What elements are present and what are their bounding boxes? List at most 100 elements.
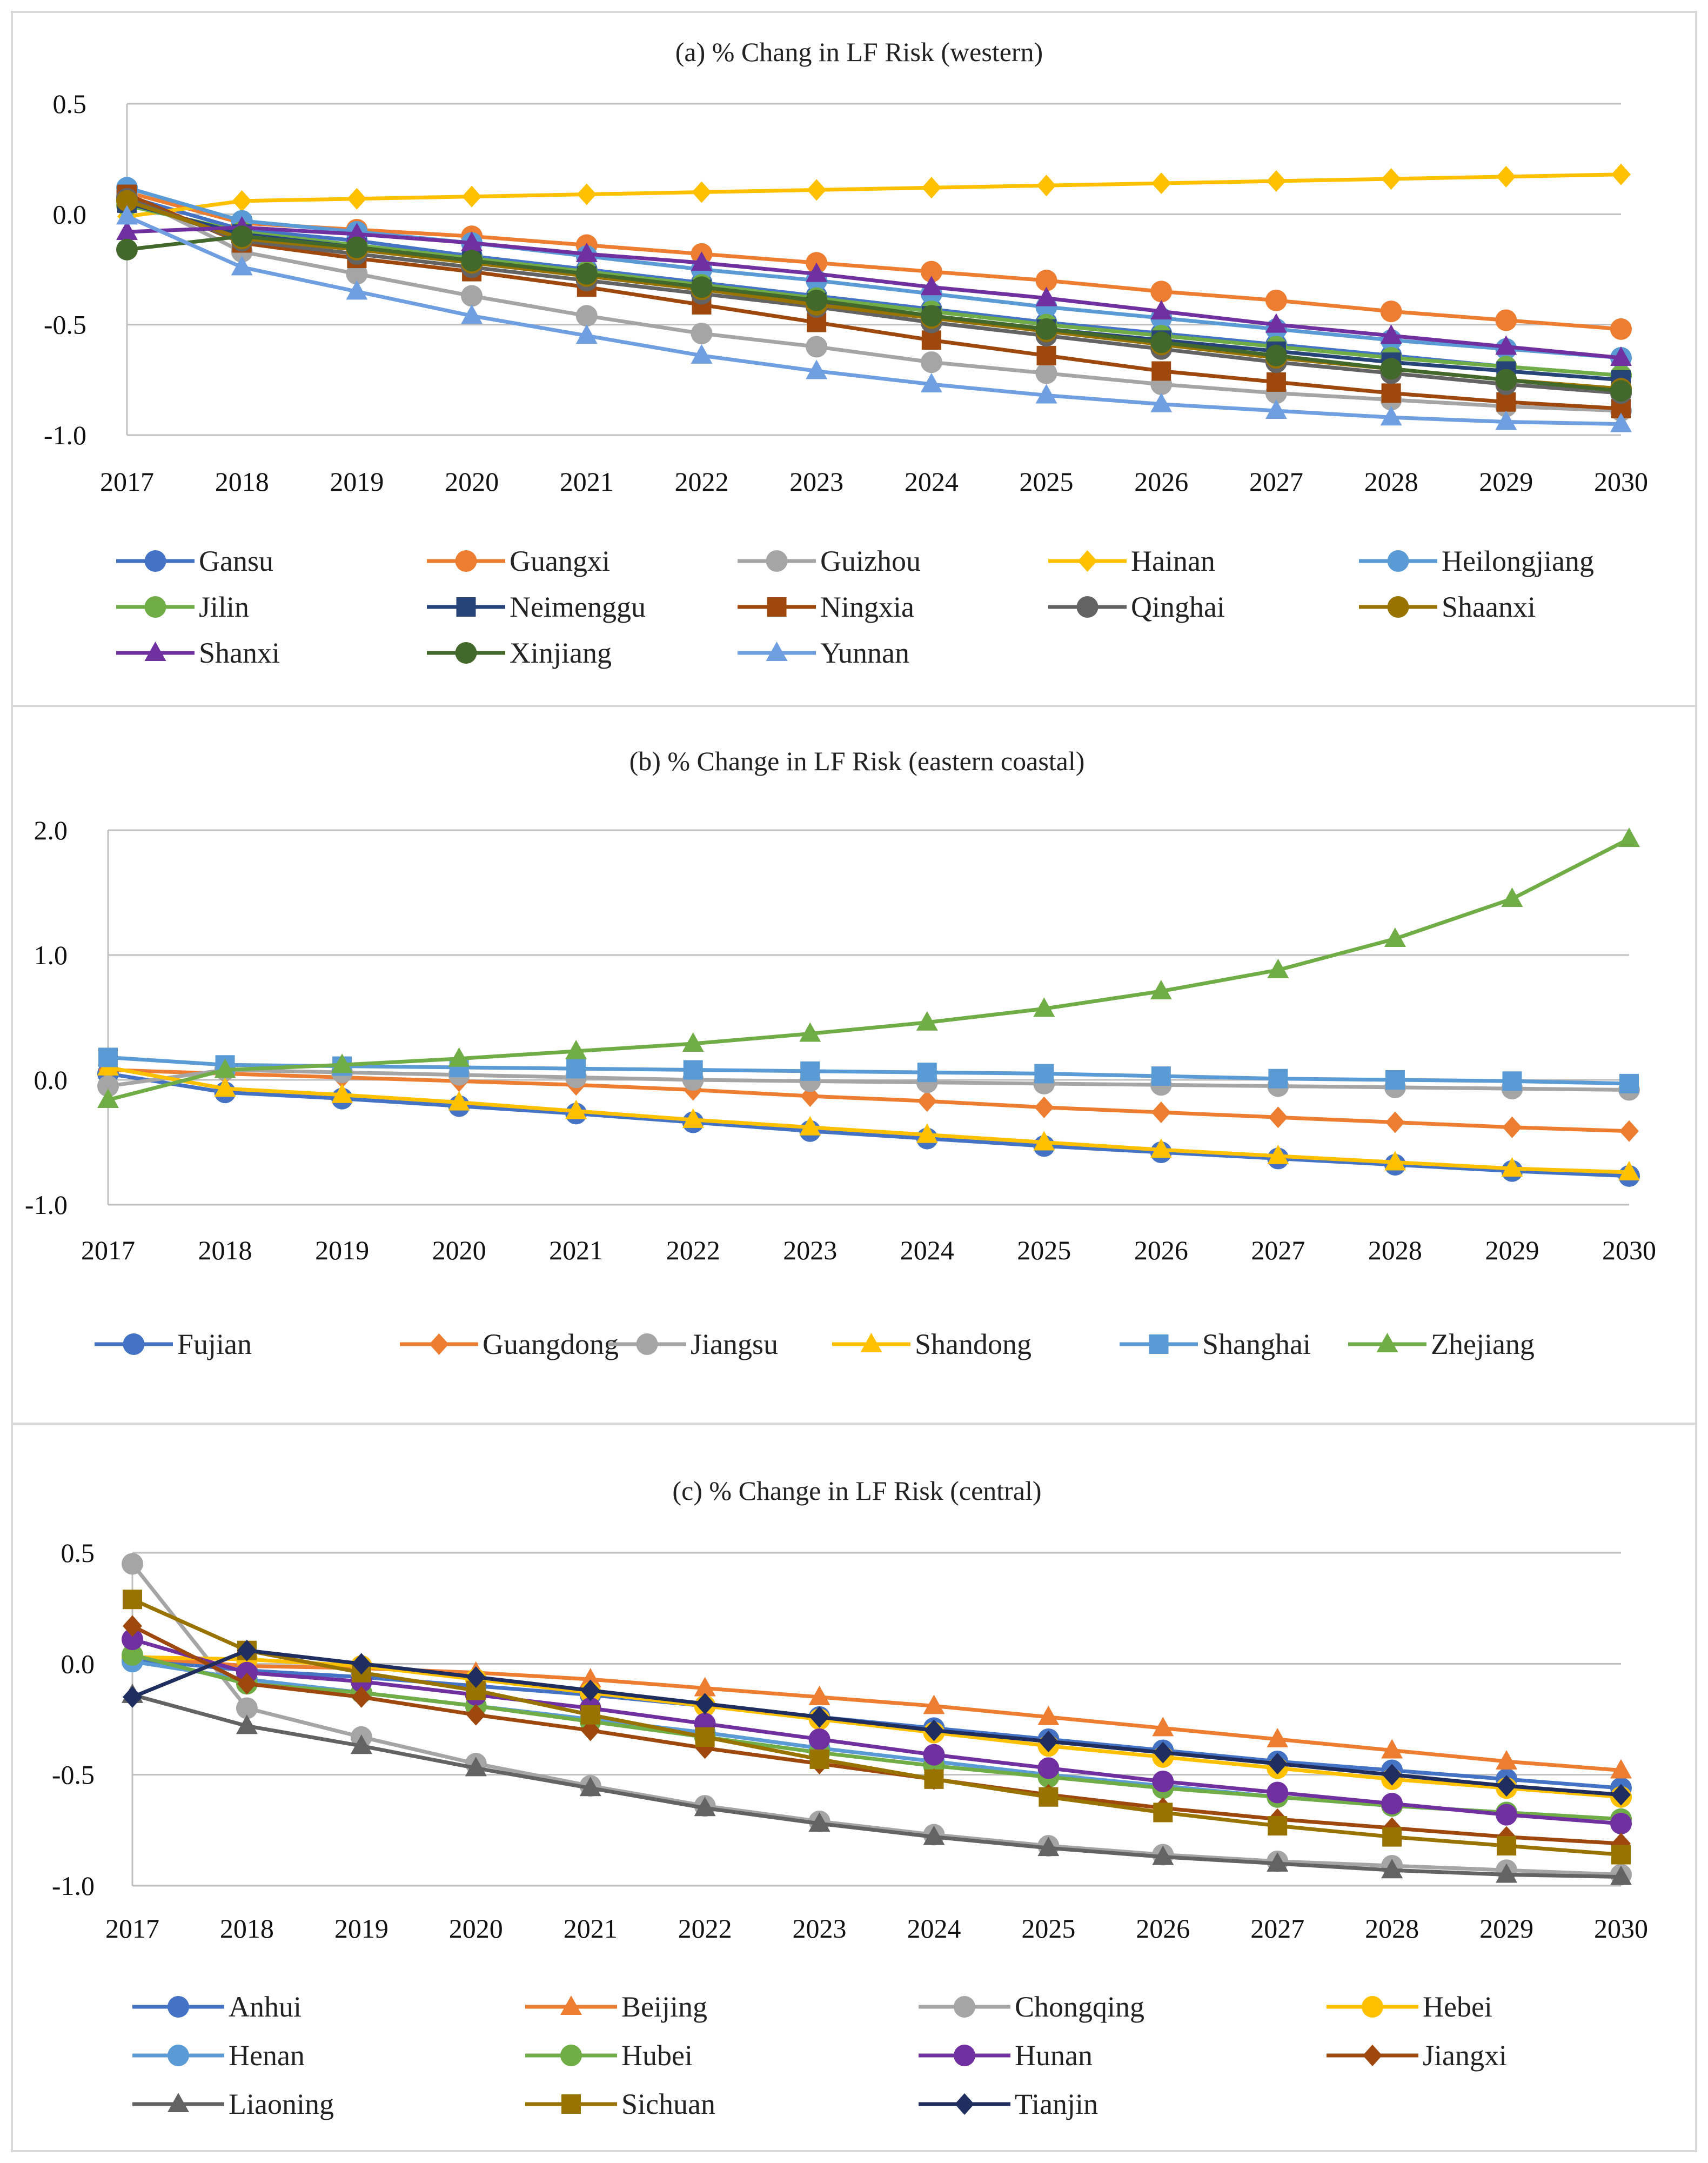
x-tick-label: 2029 <box>1479 466 1533 497</box>
chart-central: (c) % Change in LF Risk (central) 0.5 0.0… <box>52 1476 1648 2120</box>
data-point <box>232 190 252 212</box>
data-point <box>808 1728 830 1750</box>
data-point <box>921 330 941 350</box>
x-tick-label: 2026 <box>1134 466 1188 497</box>
x-tick-label: 2021 <box>564 1913 618 1944</box>
y-tick-label: 0.5 <box>53 89 87 119</box>
data-point <box>448 1047 470 1067</box>
series-line <box>132 1655 1622 1799</box>
legend-item-shanxi: Shanxi <box>116 637 280 669</box>
legend-swatch-marker <box>1387 550 1409 572</box>
data-point <box>1381 383 1401 403</box>
series-shandong <box>97 1056 1640 1180</box>
data-point <box>1153 1741 1173 1764</box>
data-point <box>1035 318 1057 340</box>
data-point <box>1268 1106 1288 1129</box>
x-tick-label: 2028 <box>1368 1235 1422 1265</box>
x-tick-label: 2028 <box>1364 466 1418 497</box>
data-point <box>682 1108 704 1128</box>
data-point <box>214 1058 236 1078</box>
series-line <box>108 1071 1630 1178</box>
legend-swatch-marker <box>1149 1334 1169 1354</box>
x-tick-label: 2030 <box>1594 1913 1648 1944</box>
data-point <box>122 1628 143 1651</box>
data-point <box>1380 406 1402 426</box>
y-tick-label: -0.5 <box>44 310 86 340</box>
series-line <box>126 197 1622 395</box>
legend-swatch-marker <box>1363 2045 1382 2066</box>
legend-swatch-marker <box>766 550 788 572</box>
legend-label: Neimenggu <box>510 591 646 623</box>
legend-item-shandong: Shandong <box>832 1328 1032 1360</box>
data-point <box>695 1693 715 1715</box>
data-point <box>692 181 712 203</box>
data-point <box>1265 344 1287 366</box>
legend-item-hebei: Hebei <box>1327 1991 1492 2023</box>
chart-eastern-coastal: (b) % Change in LF Risk (eastern coastal… <box>25 746 1656 1360</box>
series-line <box>131 1648 1622 1797</box>
data-point <box>1150 979 1172 999</box>
data-point <box>461 231 483 251</box>
data-point <box>466 1666 486 1688</box>
legend-label: Jiangsu <box>691 1328 778 1360</box>
data-point <box>1037 1837 1060 1857</box>
x-tick-label: 2018 <box>220 1913 274 1944</box>
data-point <box>1497 1775 1517 1797</box>
legend-label: Guangdong <box>483 1328 619 1360</box>
data-point <box>1495 410 1517 430</box>
series-line <box>108 1068 1630 1092</box>
data-point <box>808 1685 830 1705</box>
y-tick-label: 0.0 <box>34 1065 68 1095</box>
data-point <box>691 276 713 298</box>
data-point <box>1037 1757 1060 1779</box>
data-point <box>1381 1793 1403 1815</box>
x-tick-label: 2030 <box>1602 1235 1656 1265</box>
data-point <box>1501 887 1523 907</box>
legend-item-fujian: Fujian <box>95 1328 252 1360</box>
legend-swatch-marker <box>168 1996 189 2018</box>
legend-swatch-marker <box>954 1996 975 2018</box>
legend-label: Liaoning <box>229 2088 334 2120</box>
series-line <box>126 192 1622 413</box>
x-tick-label: 2017 <box>81 1235 135 1265</box>
x-tick-label: 2021 <box>560 466 614 497</box>
data-point <box>917 1090 937 1112</box>
legend-item-guangxi: Guangxi <box>427 545 610 577</box>
legend-item-shanghai: Shanghai <box>1120 1328 1311 1360</box>
data-point <box>97 1075 119 1097</box>
data-point <box>1496 1863 1518 1883</box>
y-tick-label: 0.5 <box>61 1538 95 1568</box>
legend: Fujian Guangdong Jiangsu Shandong Shanghai Zh… <box>95 1328 1535 1360</box>
legend-label: Yunnan <box>820 637 909 669</box>
data-point <box>1384 1151 1406 1171</box>
data-point <box>1619 1073 1639 1093</box>
data-point <box>1267 1144 1289 1164</box>
data-point <box>1610 1813 1632 1835</box>
legend-item-gansu: Gansu <box>116 545 273 577</box>
data-point <box>1267 958 1289 978</box>
data-point <box>1381 168 1401 190</box>
data-point <box>1033 1131 1055 1151</box>
x-tick-label: 2023 <box>789 466 843 497</box>
data-point <box>1150 331 1173 353</box>
data-point <box>1611 1845 1631 1865</box>
series-line <box>132 1637 1622 1826</box>
data-point <box>1610 1865 1632 1885</box>
x-tick-label: 2025 <box>1020 466 1074 497</box>
legend-item-jiangxi: Jiangxi <box>1327 2039 1507 2072</box>
x-tick-label: 2021 <box>549 1235 603 1265</box>
legend-swatch-marker <box>1362 1996 1383 2018</box>
x-tick-label: 2019 <box>330 466 384 497</box>
legend-label: Sichuan <box>621 2088 715 2120</box>
legend-swatch-marker <box>954 2045 975 2066</box>
data-point <box>331 1053 353 1073</box>
legend-label: Shanghai <box>1202 1328 1311 1360</box>
legend-item-xinjiang: Xinjiang <box>427 637 612 669</box>
data-point <box>1618 1160 1640 1180</box>
data-point <box>580 1719 600 1741</box>
y-tick-label: -1.0 <box>52 1871 95 1901</box>
data-point <box>1265 313 1287 333</box>
data-point <box>1380 301 1402 323</box>
data-point <box>920 373 942 393</box>
data-point <box>580 1705 600 1725</box>
